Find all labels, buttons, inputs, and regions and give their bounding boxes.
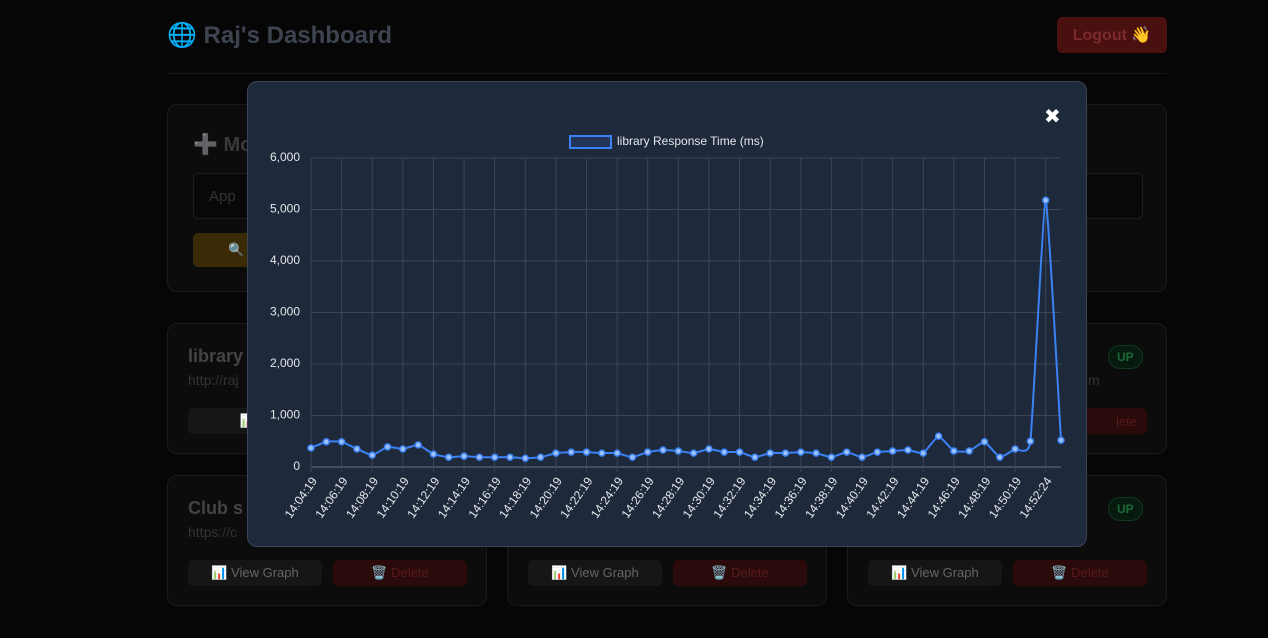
point — [552, 449, 560, 457]
point — [337, 438, 346, 446]
card-name: Club s — [188, 498, 244, 518]
line — [310, 199, 1062, 460]
point — [399, 445, 407, 453]
point — [1041, 196, 1050, 204]
point — [628, 453, 637, 461]
point — [322, 438, 331, 446]
y-tick-label: 1,000 — [270, 408, 300, 422]
point — [858, 453, 866, 461]
delete-button[interactable]: 🗑️ Delete — [1013, 560, 1147, 586]
point — [490, 453, 499, 461]
placeholder: App — [209, 188, 236, 205]
point — [506, 453, 514, 461]
point — [842, 448, 851, 456]
point — [475, 453, 484, 461]
point — [888, 447, 897, 455]
point — [429, 450, 438, 458]
point — [674, 447, 683, 455]
point — [873, 448, 882, 456]
y-tick-label: 5,000 — [270, 202, 300, 216]
title: 🌐 Raj's Dashboard — [167, 22, 392, 49]
point — [965, 447, 973, 455]
point — [1011, 445, 1019, 453]
y-tick-label: 3,000 — [270, 305, 300, 319]
point — [643, 448, 652, 456]
point — [598, 449, 606, 457]
point — [797, 448, 805, 456]
graph-button[interactable]: 📊 View Graph — [528, 560, 662, 586]
card-url: m — [1088, 372, 1100, 388]
point — [613, 449, 621, 457]
legend-swatch — [569, 135, 612, 149]
divider — [167, 73, 1167, 74]
point — [414, 441, 422, 449]
point — [827, 453, 836, 461]
point — [919, 449, 927, 457]
card-url: https://c — [188, 524, 238, 540]
point — [536, 453, 545, 461]
chart-modal: ✖ 0 1,000 2,000 3,000 4,000 5,000 6,000 14:04:1… — [247, 81, 1087, 547]
point — [659, 446, 667, 454]
point — [950, 447, 958, 455]
point — [307, 444, 315, 452]
point — [582, 448, 591, 456]
point — [735, 448, 744, 456]
y-tick-label: 0 — [293, 459, 300, 473]
point — [996, 453, 1004, 461]
delete-label: lete — [1116, 413, 1137, 429]
point — [368, 451, 376, 459]
point — [567, 448, 575, 456]
point — [720, 448, 729, 456]
point — [689, 449, 698, 457]
point — [521, 454, 530, 462]
delete-button[interactable]: 🗑️ Delete — [673, 560, 807, 586]
graph-button[interactable]: 📊 View Graph — [188, 560, 322, 586]
point — [1057, 436, 1065, 444]
y-tick-label: 4,000 — [270, 253, 300, 267]
logout-button[interactable]: Logout 👋 — [1057, 17, 1167, 53]
status-badge: UP — [1108, 497, 1143, 521]
point — [812, 449, 820, 457]
status-badge: UP — [1108, 345, 1143, 369]
point — [383, 443, 392, 451]
point — [904, 446, 912, 454]
point — [980, 438, 989, 446]
graph-button[interactable]: 📊 View Graph — [868, 560, 1002, 586]
close-button[interactable]: ✖ — [1044, 106, 1061, 128]
chart: 01,0002,0003,0004,0005,0006,00014:04:191… — [270, 134, 1065, 521]
point — [445, 453, 453, 461]
point — [705, 445, 713, 453]
form-title: ➕ Mo — [193, 134, 253, 156]
y-tick-label: 6,000 — [270, 150, 300, 164]
card-name: library — [188, 346, 244, 366]
point — [460, 452, 468, 460]
card-url: http://raj — [188, 372, 239, 388]
legend-label: library Response Time (ms) — [617, 134, 764, 148]
point — [766, 449, 774, 457]
point — [781, 449, 790, 457]
point — [934, 432, 943, 440]
dashboard: 🌐 Raj's Dashboard Logout 👋 — [167, 0, 1167, 638]
y-tick-label: 2,000 — [270, 356, 300, 370]
point — [751, 453, 759, 461]
point — [1026, 437, 1035, 445]
delete-button[interactable]: 🗑️ Delete — [333, 560, 467, 586]
point — [353, 445, 361, 453]
